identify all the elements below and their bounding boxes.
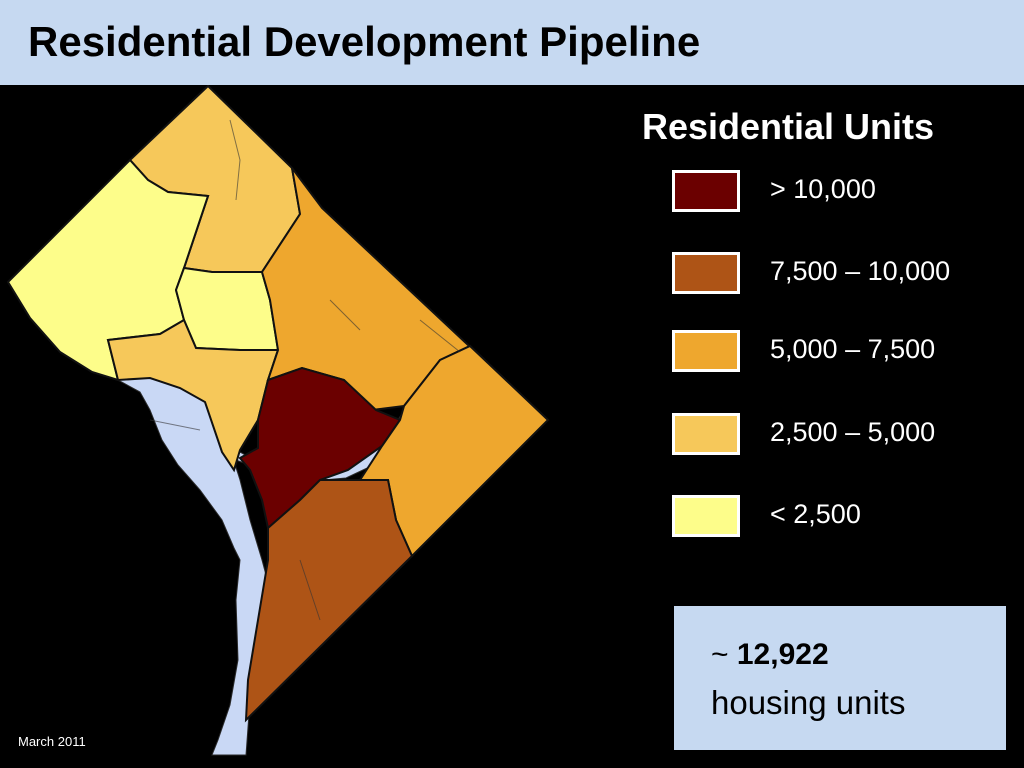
legend-title: Residential Units [642,106,935,147]
title-bar: Residential Development Pipeline [0,0,1024,85]
region-west-south [106,318,280,473]
legend-item-below-2500: < 2,500 [672,495,1012,541]
legend-label: 5,000 – 7,500 [770,334,936,364]
summary-total: ~ 12,922 [711,638,829,672]
legend-item-above-10000: > 10,000 [672,170,1012,216]
summary-box: ~ 12,922 housing units [674,606,1006,750]
dc-ward-map [6,85,550,756]
legend-swatch [672,170,740,212]
legend-swatch [672,495,740,537]
boundary-lines [149,119,461,621]
legend-label: > 10,000 [770,174,876,204]
summary-unit: housing units [711,684,906,721]
legend-label: 2,500 – 5,000 [770,417,936,447]
region-southeast [244,479,414,723]
slide-date: March 2011 [18,734,86,749]
summary-prefix: ~ [711,638,729,671]
legend-item-5000-7500: 5,000 – 7,500 [672,330,1012,376]
legend-label: 7,500 – 10,000 [770,256,951,286]
legend-item-7500-10000: 7,500 – 10,000 [672,252,1012,298]
summary-value: 12,922 [736,638,829,671]
legend-swatch [672,413,740,455]
slide-title: Residential Development Pipeline [28,18,701,65]
legend-item-2500-5000: 2,500 – 5,000 [672,413,1012,459]
legend-label: < 2,500 [770,499,861,529]
legend-swatch [672,330,740,372]
legend-swatch [672,252,740,294]
